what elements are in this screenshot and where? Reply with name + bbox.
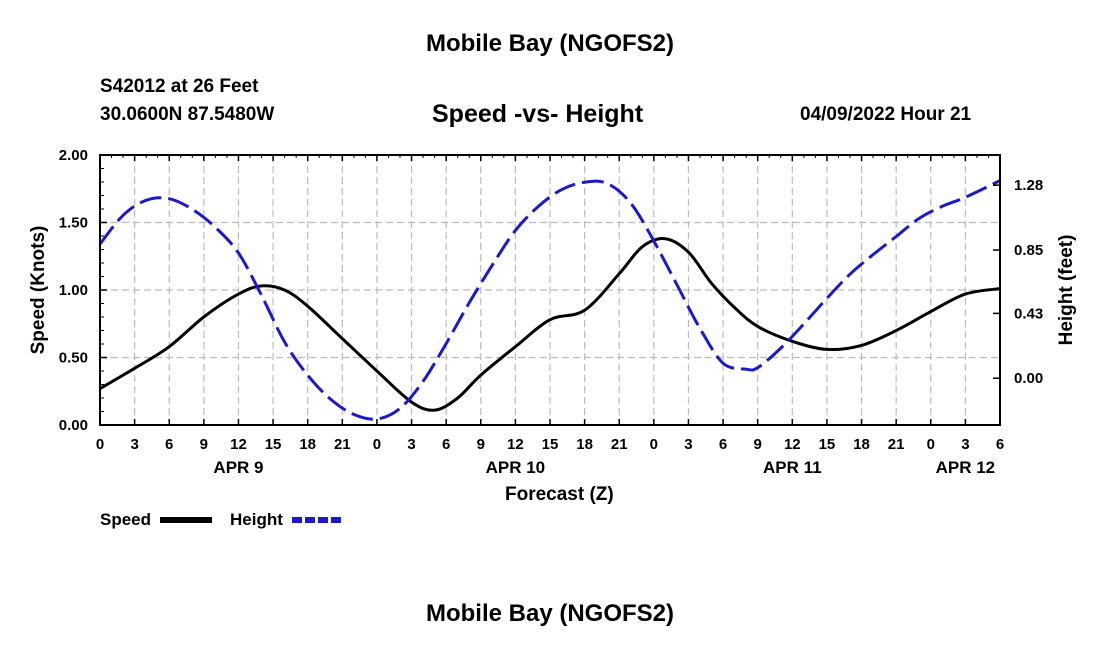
y2-tick-label: 0.43: [1014, 305, 1043, 322]
x-day-label: APR 11: [763, 458, 822, 477]
x-tick-label: 12: [784, 436, 801, 453]
x-tick-label: 9: [477, 436, 485, 453]
x-day-label: APR 10: [486, 458, 546, 477]
y-axis-label-left: Speed (Knots): [28, 226, 49, 355]
x-tick-label: 6: [719, 436, 727, 453]
y-tick-label: 0.00: [59, 417, 88, 434]
station-coordinates: 30.0600N 87.5480W: [100, 104, 275, 125]
legend-speed-label: Speed: [100, 510, 151, 529]
x-tick-label: 6: [996, 436, 1004, 453]
legend-height-label: Height: [230, 510, 283, 529]
x-day-label: APR 9: [213, 458, 263, 477]
x-tick-label: 18: [576, 436, 593, 453]
legend: Speed Height: [100, 510, 342, 529]
x-axis-label: Forecast (Z): [505, 484, 614, 505]
x-tick-label: 12: [230, 436, 247, 453]
x-tick-label: 15: [819, 436, 836, 453]
x-day-label: APR 12: [936, 458, 996, 477]
x-tick-label: 9: [754, 436, 762, 453]
x-tick-label: 21: [611, 436, 628, 453]
series-layer: [98, 179, 1001, 421]
x-tick-label: 18: [853, 436, 870, 453]
footer-title: Mobile Bay (NGOFS2): [425, 600, 675, 627]
x-tick-label: 21: [334, 436, 351, 453]
x-tick-label: 6: [165, 436, 173, 453]
y-tick-label: 1.00: [59, 282, 88, 299]
y2-tick-label: 0.85: [1014, 242, 1043, 259]
y-tick-label: 1.50: [59, 215, 88, 232]
x-tick-label: 0: [373, 436, 381, 453]
x-tick-label: 0: [96, 436, 104, 453]
forecast-datetime: 04/09/2022 Hour 21: [800, 104, 972, 125]
x-tick-label: 3: [684, 436, 692, 453]
x-tick-label: 0: [650, 436, 658, 453]
x-tick-label: 3: [130, 436, 138, 453]
axis-layer: 0 3 6 9 12 15 18 21 0 3 6 9 12 15 18 21 0 3 6 9 12 15 18 21 0 3 6A…: [59, 147, 1043, 477]
x-tick-label: 15: [265, 436, 282, 453]
y-tick-label: 0.50: [59, 350, 88, 367]
grid-layer: [100, 155, 1000, 425]
x-tick-label: 12: [507, 436, 524, 453]
x-tick-label: 21: [888, 436, 905, 453]
x-tick-label: 9: [200, 436, 208, 453]
y2-tick-label: 0.00: [1014, 370, 1043, 387]
y-tick-label: 2.00: [59, 147, 88, 164]
x-tick-label: 0: [927, 436, 935, 453]
y-axis-label-right: Height (feet): [1056, 235, 1077, 346]
y2-tick-label: 1.28: [1014, 177, 1043, 194]
chart-main-title: Mobile Bay (NGOFS2): [425, 30, 675, 57]
height-series-line: [98, 179, 1001, 421]
x-tick-label: 3: [961, 436, 969, 453]
x-tick-label: 3: [407, 436, 415, 453]
speed-series-line: [99, 237, 1001, 412]
station-label: S42012 at 26 Feet: [100, 76, 259, 97]
x-tick-label: 18: [299, 436, 316, 453]
x-tick-label: 15: [542, 436, 559, 453]
chart-subtitle: Speed -vs- Height: [432, 100, 644, 128]
x-tick-label: 6: [442, 436, 450, 453]
